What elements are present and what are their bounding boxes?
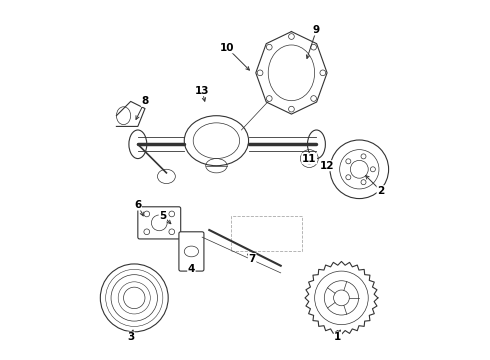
Text: 13: 13 [195, 86, 209, 96]
Circle shape [289, 106, 294, 112]
Text: 7: 7 [248, 253, 256, 264]
Text: 5: 5 [159, 211, 167, 221]
Circle shape [361, 180, 366, 185]
Circle shape [346, 159, 351, 164]
Text: 4: 4 [188, 264, 195, 274]
Circle shape [346, 175, 351, 180]
Text: 2: 2 [377, 186, 384, 196]
Text: 1: 1 [334, 332, 342, 342]
Circle shape [257, 70, 263, 76]
Circle shape [289, 34, 294, 39]
Circle shape [320, 70, 326, 76]
Text: 12: 12 [320, 161, 334, 171]
Circle shape [144, 229, 149, 235]
Circle shape [311, 44, 317, 50]
Text: 3: 3 [127, 332, 134, 342]
Text: 10: 10 [220, 43, 234, 53]
FancyBboxPatch shape [138, 207, 181, 239]
Circle shape [169, 211, 174, 217]
Circle shape [311, 96, 317, 102]
Bar [231, 216, 302, 251]
Circle shape [370, 167, 375, 172]
Text: 6: 6 [134, 200, 142, 210]
Circle shape [144, 211, 149, 217]
Text: 9: 9 [313, 25, 320, 35]
Text: 8: 8 [141, 96, 148, 107]
FancyBboxPatch shape [179, 232, 204, 271]
Circle shape [267, 44, 272, 50]
Circle shape [267, 96, 272, 102]
Text: 11: 11 [302, 154, 317, 163]
Circle shape [361, 154, 366, 159]
Circle shape [169, 229, 174, 235]
